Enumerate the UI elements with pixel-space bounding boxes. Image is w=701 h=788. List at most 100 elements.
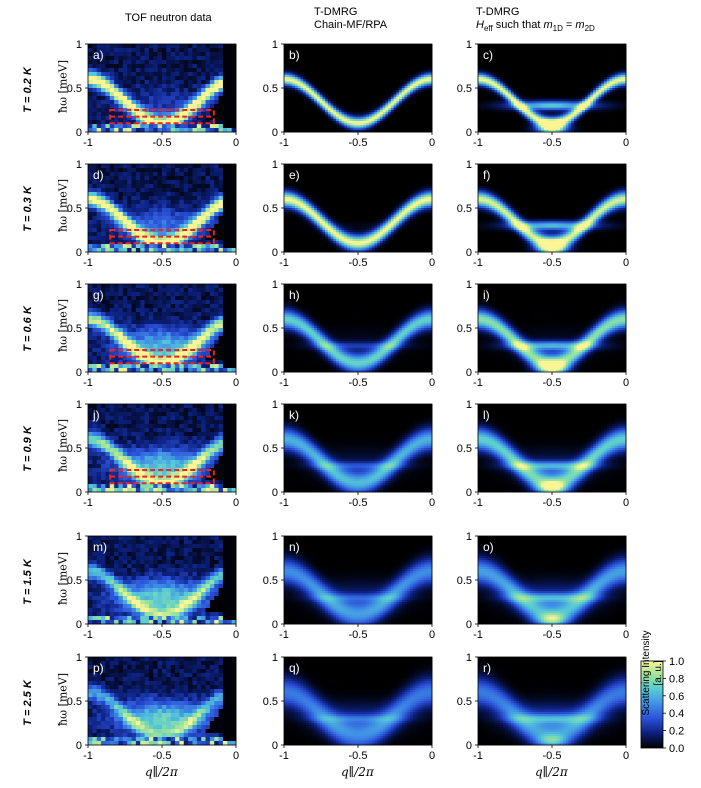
heatmap-cell [153, 92, 158, 96]
heatmap-cell [105, 100, 110, 104]
heatmap-cell [92, 112, 97, 116]
heatmap-cell [110, 68, 115, 72]
heatmap-cell [110, 92, 115, 96]
heatmap-cell [201, 48, 206, 52]
heatmap-cell [179, 48, 184, 52]
heatmap-cell [118, 72, 123, 76]
heatmap-cell [210, 68, 215, 72]
heatmap-cell [158, 60, 163, 64]
heatmap-cell [188, 64, 193, 68]
heatmap-cell [188, 56, 193, 60]
heatmap-cell [158, 68, 163, 72]
heatmap-cell [110, 100, 115, 104]
heatmap-cell [136, 80, 141, 84]
heatmap-cell [184, 72, 189, 76]
heatmap-cell [127, 56, 132, 60]
heatmap-cell [175, 52, 180, 56]
heatmap-cell [162, 52, 167, 56]
heatmap-cell [92, 80, 97, 84]
heatmap-cell [123, 124, 128, 128]
heatmap-cell [105, 44, 110, 48]
heatmap-cell [179, 104, 184, 108]
heatmap-cell [118, 60, 123, 64]
heatmap-cell [153, 44, 158, 48]
heatmap-cell [223, 124, 228, 128]
heatmap-cell [149, 100, 154, 104]
heatmap-cell [97, 124, 102, 128]
heatmap-cell [188, 72, 193, 76]
heatmap-cell [171, 64, 176, 68]
heatmap-cell [136, 56, 141, 60]
heatmap-cell [132, 60, 137, 64]
heatmap-cell [227, 88, 232, 92]
heatmap-cell [223, 116, 228, 120]
heatmap-cell [192, 56, 197, 60]
heatmap-cell [118, 80, 123, 84]
heatmap-cell [184, 64, 189, 68]
heatmap-cell [97, 116, 102, 120]
heatmap-cell [166, 100, 171, 104]
heatmap-cell [123, 64, 128, 68]
heatmap-cell [118, 92, 123, 96]
heatmap-cell [101, 112, 106, 116]
heatmap-cell [227, 100, 232, 104]
heatmap-cell [88, 84, 93, 88]
heatmap-cell [227, 56, 232, 60]
heatmap-cell [227, 64, 232, 68]
heatmap-cell [88, 112, 93, 116]
heatmap-cell [105, 60, 110, 64]
heatmap-cell [158, 48, 163, 52]
heatmap-cell [192, 44, 197, 48]
heatmap-cell [153, 104, 158, 108]
heatmap-cell [118, 104, 123, 108]
heatmap-cell [140, 72, 145, 76]
heatmap-cell [179, 76, 184, 80]
heatmap-cell [132, 48, 137, 52]
heatmap-cell [206, 56, 211, 60]
heatmap-cell [219, 96, 224, 100]
heatmap-cell [114, 80, 119, 84]
heatmap-cell [192, 48, 197, 52]
heatmap-cell [162, 72, 167, 76]
heatmap-cell [227, 108, 232, 112]
heatmap-cell [145, 44, 150, 48]
heatmap-cell [184, 88, 189, 92]
heatmap-cell [127, 96, 132, 100]
heatmap-cell [227, 76, 232, 80]
heatmap-cell [175, 104, 180, 108]
heatmap-cell [184, 96, 189, 100]
heatmap-cell [127, 64, 132, 68]
heatmap-cell [114, 64, 119, 68]
heatmap-cell [166, 76, 171, 80]
heatmap-cell [206, 76, 211, 80]
heatmap-cell [127, 84, 132, 88]
heatmap-cell [188, 68, 193, 72]
heatmap-cell [227, 68, 232, 72]
heatmap-cell [158, 44, 163, 48]
heatmap-cell [158, 64, 163, 68]
heatmap-cell [92, 96, 97, 100]
heatmap-cell [88, 76, 93, 80]
heatmap-cell [184, 92, 189, 96]
heatmap-cell [175, 100, 180, 104]
heatmap-cell [184, 100, 189, 104]
heatmap-cell [114, 72, 119, 76]
heatmap-cell [214, 108, 219, 112]
heatmap-cell [210, 52, 215, 56]
heatmap-cell [101, 108, 106, 112]
heatmap-cell [140, 92, 145, 96]
heatmap-cell [214, 48, 219, 52]
heatmap-cell [118, 96, 123, 100]
heatmap-cell [171, 104, 176, 108]
heatmap-cell [175, 84, 180, 88]
x-tick-label: -1 [83, 137, 93, 149]
heatmap-cell [223, 76, 228, 80]
heatmap-cell [123, 44, 128, 48]
heatmap-cell [145, 100, 150, 104]
heatmap-cell [197, 80, 202, 84]
heatmap-cell [214, 112, 219, 116]
heatmap-cell [127, 92, 132, 96]
heatmap-cell [227, 52, 232, 56]
heatmap-cell [123, 100, 128, 104]
y-tick-label: 1 [76, 39, 82, 51]
